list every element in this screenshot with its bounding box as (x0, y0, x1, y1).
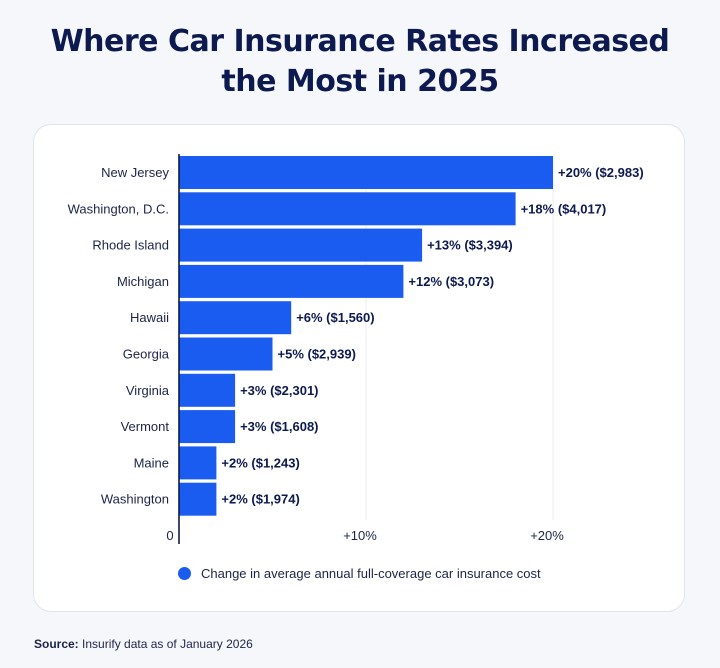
bar-1 (179, 192, 516, 226)
bar-0 (179, 156, 553, 189)
bar-6 (179, 373, 236, 407)
data-label-0: +20% ($2,983) (558, 165, 644, 180)
legend-swatch (178, 567, 191, 580)
bar-2 (179, 228, 423, 262)
category-label-3: Michigan (117, 274, 169, 289)
category-label-1: Washington, D.C. (68, 201, 169, 216)
data-label-6: +3% ($2,301) (240, 383, 318, 398)
bar-9 (179, 482, 217, 516)
category-label-0: New Jersey (101, 165, 169, 180)
chart-title: Where Car Insurance Rates Increased the … (0, 22, 720, 102)
category-label-6: Virginia (126, 383, 170, 398)
chart-title-line1: Where Car Insurance Rates Increased (50, 24, 670, 59)
data-label-1: +18% ($4,017) (521, 201, 607, 216)
data-label-5: +5% ($2,939) (278, 347, 356, 362)
bar-8 (179, 446, 217, 480)
data-label-3: +12% ($3,073) (408, 274, 494, 289)
chart-title-line2: the Most in 2025 (221, 64, 499, 99)
legend-label: Change in average annual full-coverage c… (201, 566, 541, 581)
category-label-8: Maine (134, 455, 169, 470)
x-tick-label-2: +20% (530, 528, 564, 543)
data-label-7: +3% ($1,608) (240, 419, 318, 434)
category-label-4: Hawaii (130, 310, 169, 325)
legend: Change in average annual full-coverage c… (178, 566, 541, 581)
x-tick-label-0: 0 (166, 528, 173, 543)
category-label-5: Georgia (123, 347, 170, 362)
source-note: Source: Insurify data as of January 2026 (34, 637, 253, 651)
source-label: Source: (34, 637, 79, 651)
bar-7 (179, 410, 236, 444)
bar-3 (179, 264, 404, 298)
category-label-2: Rhode Island (92, 238, 169, 253)
data-label-8: +2% ($1,243) (221, 455, 299, 470)
data-label-2: +13% ($3,394) (427, 238, 513, 253)
category-label-9: Washington (101, 492, 169, 507)
x-tick-label-1: +10% (343, 528, 377, 543)
data-label-4: +6% ($1,560) (296, 310, 374, 325)
bar-4 (179, 301, 292, 335)
category-label-7: Vermont (121, 419, 170, 434)
data-label-9: +2% ($1,974) (221, 492, 299, 507)
source-text: Insurify data as of January 2026 (82, 637, 253, 651)
bar-5 (179, 337, 273, 371)
